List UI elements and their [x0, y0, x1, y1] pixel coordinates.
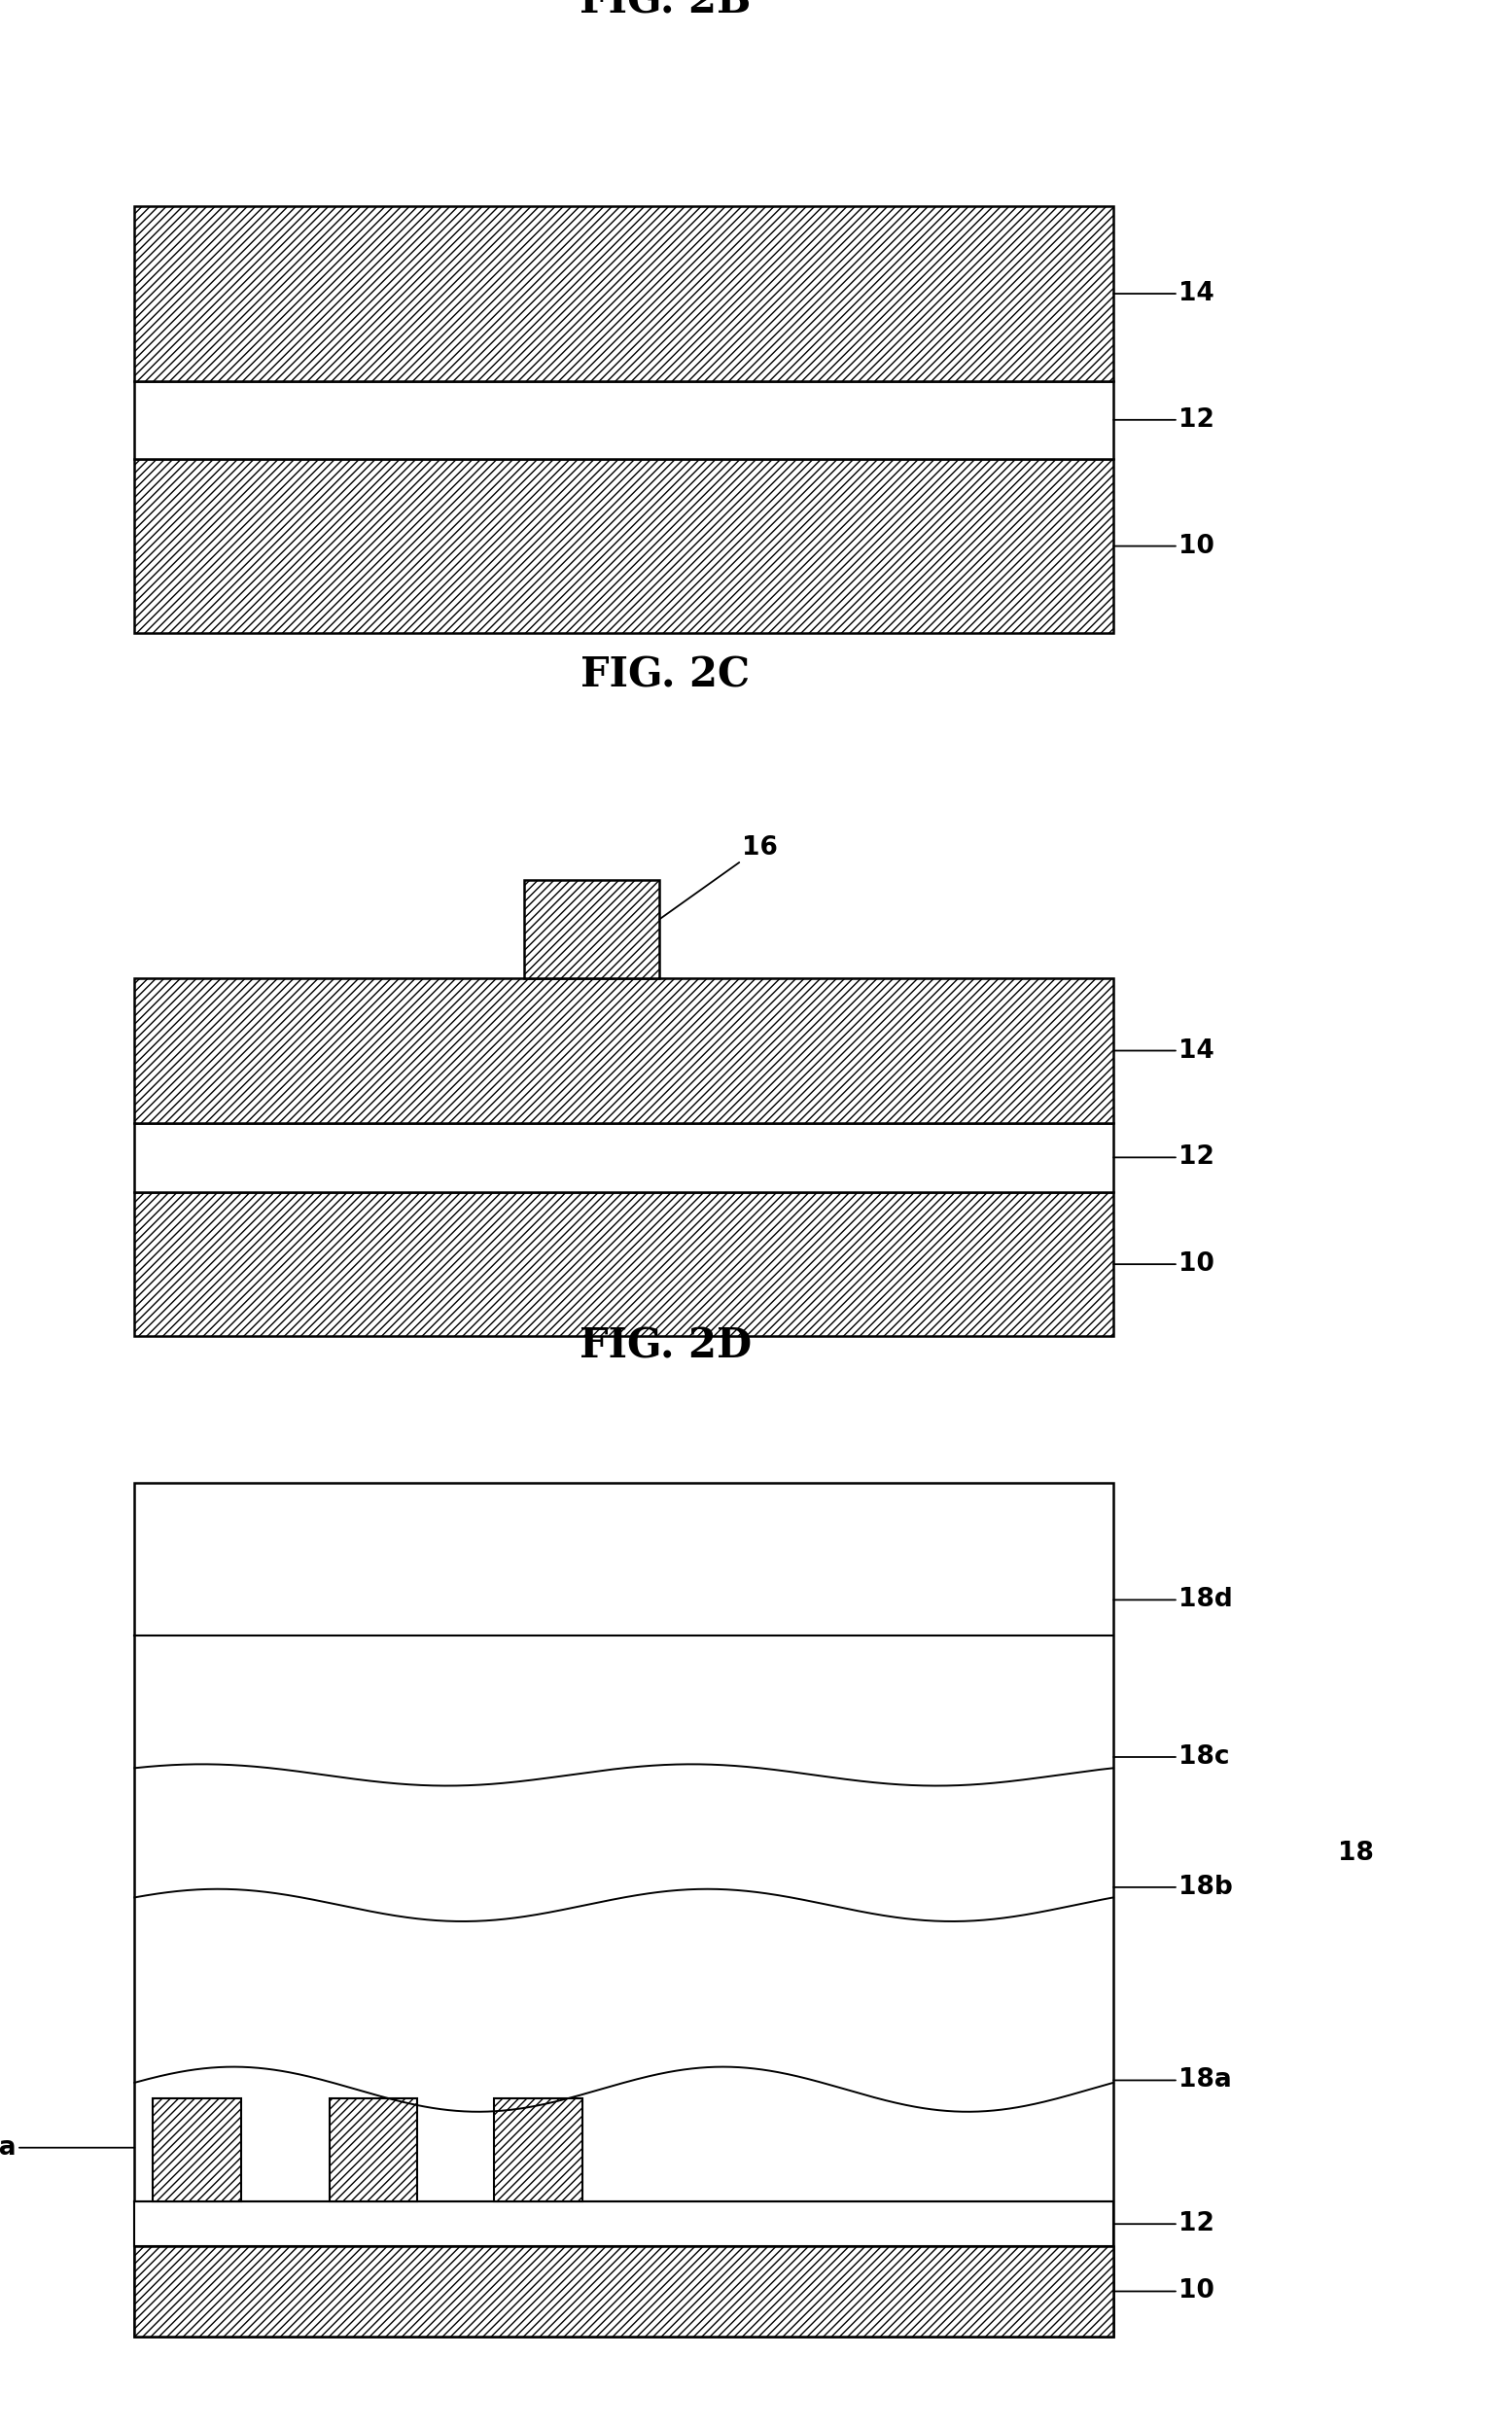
Text: 16: 16: [659, 835, 777, 920]
Bar: [153, 2099, 240, 2201]
Bar: [135, 978, 1113, 1124]
Text: 10: 10: [1113, 1252, 1214, 1277]
Bar: [135, 2247, 1113, 2337]
Text: FIG. 2C: FIG. 2C: [581, 655, 750, 697]
Bar: [523, 879, 659, 978]
Text: 12: 12: [1113, 1146, 1214, 1170]
Text: 10: 10: [1113, 534, 1214, 558]
Bar: [135, 381, 1113, 459]
Bar: [135, 459, 1113, 633]
Text: 18d: 18d: [1113, 1587, 1232, 1612]
Bar: [135, 1192, 1113, 1337]
Text: 14: 14: [1113, 1039, 1214, 1063]
Text: 18: 18: [1338, 1842, 1373, 1866]
Text: FIG. 2B: FIG. 2B: [579, 0, 751, 22]
Bar: [135, 2201, 1113, 2247]
Text: 12: 12: [1113, 2211, 1214, 2238]
Text: 18a: 18a: [1113, 2068, 1232, 2092]
Text: 18b: 18b: [1113, 1874, 1232, 1900]
Bar: [330, 2099, 417, 2201]
Text: FIG. 2D: FIG. 2D: [579, 1325, 751, 1366]
Text: 14: 14: [1113, 282, 1214, 306]
Bar: [135, 1124, 1113, 1192]
Text: 14a: 14a: [0, 2136, 135, 2160]
Text: 12: 12: [1113, 408, 1214, 432]
Text: 18c: 18c: [1113, 1745, 1229, 1769]
Bar: [135, 206, 1113, 381]
Bar: [135, 1483, 1113, 2337]
Text: 10: 10: [1113, 2279, 1214, 2303]
Bar: [494, 2099, 582, 2201]
